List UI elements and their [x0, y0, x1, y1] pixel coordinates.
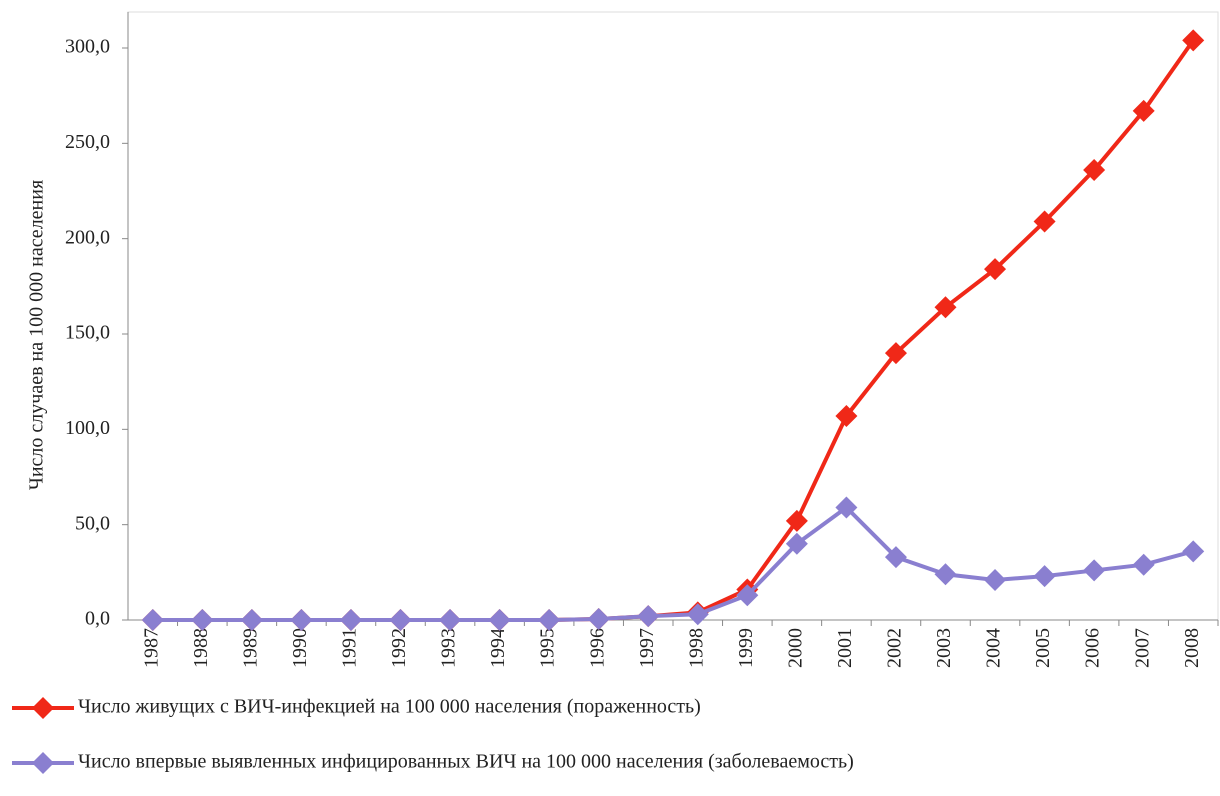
x-tick-label: 1998 — [685, 628, 707, 668]
data-point — [1033, 210, 1056, 233]
x-tick-label: 2000 — [784, 628, 806, 668]
data-point — [240, 609, 263, 631]
data-point — [884, 546, 907, 569]
data-point — [1083, 159, 1106, 182]
y-tick-label: 150,0 — [65, 322, 110, 344]
x-tick-label: 1995 — [537, 628, 559, 668]
data-point — [1033, 565, 1056, 588]
x-tick-label: 2008 — [1181, 628, 1203, 668]
x-tick-label: 2005 — [1032, 628, 1054, 668]
data-point — [934, 296, 957, 319]
x-tick-label: 2003 — [933, 628, 955, 668]
data-point — [587, 608, 610, 631]
data-point — [736, 584, 759, 607]
y-tick-label: 300,0 — [65, 36, 110, 58]
data-point — [439, 609, 462, 631]
data-point — [1132, 553, 1155, 576]
data-point — [835, 404, 858, 427]
x-tick-label: 1987 — [140, 628, 162, 668]
legend-marker — [32, 752, 54, 774]
x-tick-label: 1988 — [190, 628, 212, 668]
y-axis-label: Число случаев на 100 000 населения — [26, 180, 48, 490]
x-tick-label: 2006 — [1082, 628, 1104, 668]
x-tick-label: 1990 — [289, 628, 311, 668]
x-tick-label: 1991 — [339, 628, 361, 668]
data-point — [637, 605, 660, 628]
x-tick-label: 1989 — [239, 628, 261, 668]
legend-label: Число живущих с ВИЧ-инфекцией на 100 000… — [78, 696, 701, 718]
y-tick-label: 200,0 — [65, 226, 110, 248]
data-point — [191, 609, 214, 631]
x-tick-label: 1994 — [487, 628, 509, 668]
x-tick-label: 1996 — [586, 628, 608, 668]
y-tick-label: 100,0 — [65, 417, 110, 439]
legend-label: Число впервые выявленных инфицированных … — [78, 751, 854, 773]
y-tick-label: 50,0 — [75, 512, 110, 534]
x-tick-label: 1997 — [636, 628, 658, 668]
data-point — [686, 603, 709, 626]
data-point — [339, 609, 362, 631]
data-point — [934, 563, 957, 586]
series-line — [152, 504, 1194, 622]
data-point — [835, 496, 858, 519]
x-tick-label: 1993 — [438, 628, 460, 668]
x-tick-label: 1999 — [735, 628, 757, 668]
x-tick-label: 2007 — [1131, 628, 1153, 668]
legend-marker — [32, 697, 54, 719]
data-point — [290, 609, 313, 631]
plot-frame — [127, 11, 1219, 621]
data-point — [1182, 29, 1205, 52]
x-tick-label: 2001 — [834, 628, 856, 668]
data-point — [538, 609, 561, 631]
data-point — [488, 609, 511, 631]
data-point — [389, 609, 412, 631]
data-point — [785, 532, 808, 555]
x-tick-label: 2004 — [983, 628, 1005, 668]
data-point — [141, 609, 164, 631]
series-line — [152, 39, 1195, 622]
data-point — [1083, 559, 1106, 582]
x-tick-label: 2002 — [884, 628, 906, 668]
data-point — [1132, 99, 1155, 122]
data-point — [1182, 540, 1205, 563]
data-point — [884, 342, 907, 365]
y-tick-label: 250,0 — [65, 131, 110, 153]
data-point — [785, 509, 808, 532]
y-tick-label: 0,0 — [85, 608, 110, 630]
data-point — [984, 258, 1007, 281]
x-tick-label: 1992 — [388, 628, 410, 668]
data-point — [984, 568, 1007, 591]
